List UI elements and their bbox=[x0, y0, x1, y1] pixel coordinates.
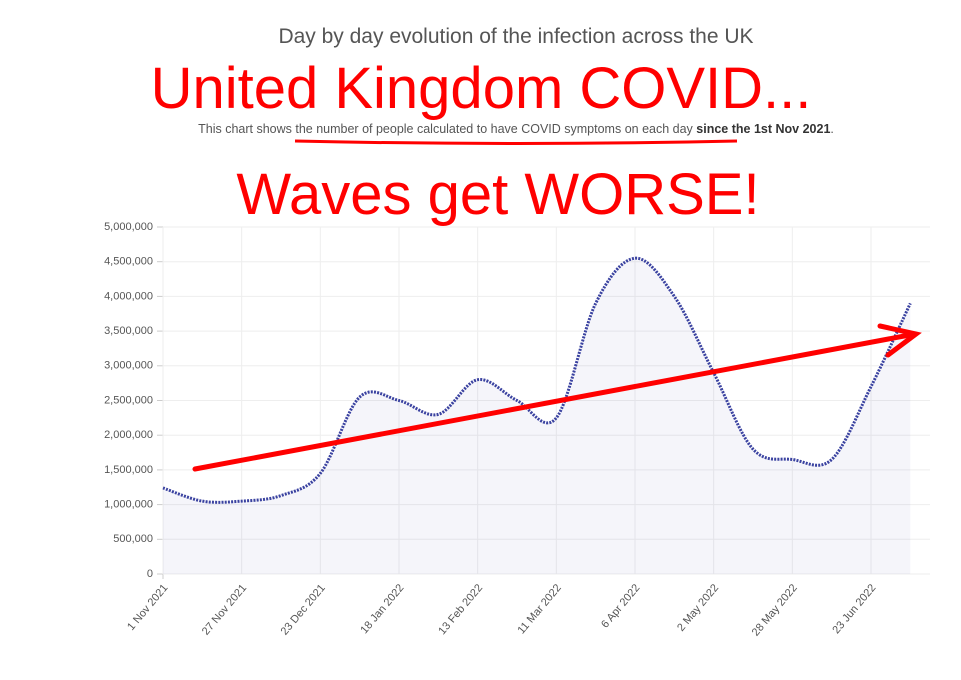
x-tick-label: 6 Apr 2022 bbox=[599, 582, 642, 630]
area bbox=[163, 258, 911, 574]
y-tick-label: 2,500,000 bbox=[104, 394, 153, 406]
header: Day by day evolution of the infection ac… bbox=[278, 25, 753, 48]
x-tick-label: 18 Jan 2022 bbox=[358, 582, 406, 636]
x-tick-label: 1 Nov 2021 bbox=[125, 582, 170, 633]
plot: 0 500,000 1,000,000 1,500,000 2,000,000 2,500… bbox=[104, 221, 930, 639]
description: This chart shows the number of people ca… bbox=[198, 122, 834, 136]
y-tick-label: 1,000,000 bbox=[104, 499, 153, 511]
y-tick-label: 0 bbox=[147, 568, 153, 580]
y-tick-label: 4,000,000 bbox=[104, 290, 153, 302]
trend-arrow bbox=[192, 323, 922, 472]
x-tick-label: 11 Mar 2022 bbox=[515, 582, 563, 636]
annotation: Waves get WORSE! bbox=[236, 162, 759, 227]
x-tick-label: 27 Nov 2021 bbox=[200, 582, 249, 638]
x-tick-label: 2 May 2022 bbox=[675, 582, 721, 634]
arrow-head bbox=[877, 323, 922, 358]
x-tick-label: 23 Jun 2022 bbox=[830, 582, 878, 636]
x-tick-label: 28 May 2022 bbox=[750, 582, 800, 638]
underline bbox=[294, 139, 738, 145]
description-bold: since the 1st Nov 2021 bbox=[696, 122, 830, 136]
y-tick-label: 3,000,000 bbox=[104, 360, 153, 372]
y-tick-label: 3,500,000 bbox=[104, 325, 153, 337]
arrow-line bbox=[192, 331, 918, 472]
x-tick-label: 23 Dec 2021 bbox=[279, 582, 328, 638]
y-tick-label: 5,000,000 bbox=[104, 221, 153, 233]
description-text: This chart shows the number of people ca… bbox=[198, 122, 693, 136]
y-tick-label: 4,500,000 bbox=[104, 256, 153, 268]
headline: United Kingdom COVID... bbox=[151, 56, 812, 121]
x-tick-label: 13 Feb 2022 bbox=[436, 582, 485, 637]
line bbox=[162, 256, 912, 504]
y-tick-label: 500,000 bbox=[113, 533, 153, 545]
description-end: . bbox=[830, 122, 833, 136]
y-tick-label: 1,500,000 bbox=[104, 464, 153, 476]
y-tick-label: 2,000,000 bbox=[104, 429, 153, 441]
